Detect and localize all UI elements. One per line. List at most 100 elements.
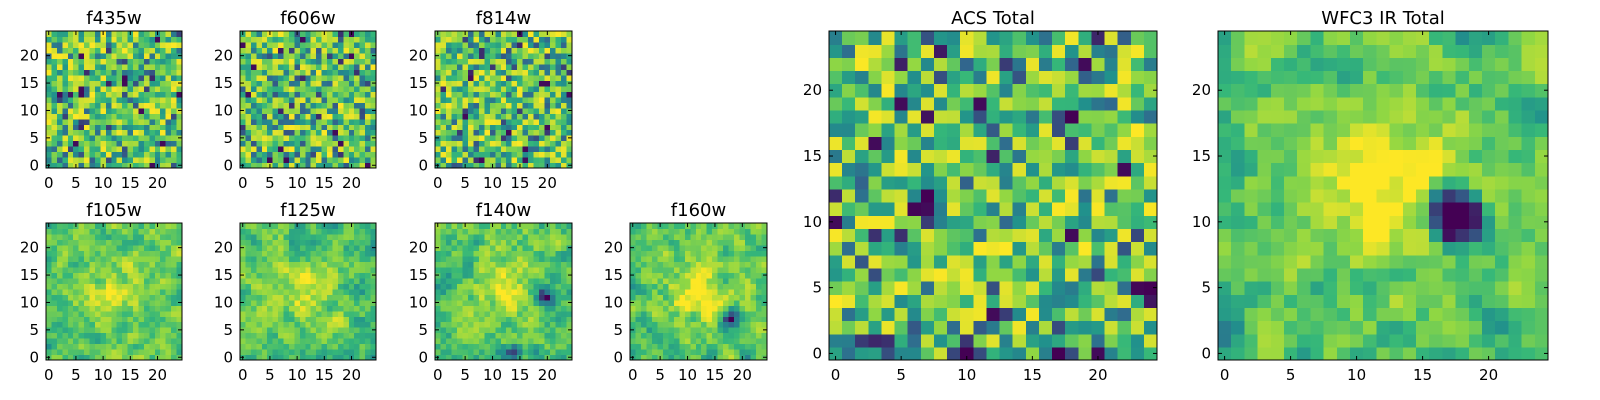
heatmap-cell [712, 233, 719, 241]
heatmap-cell [1091, 254, 1106, 269]
heatmap-cell [495, 343, 502, 350]
heatmap-cell [245, 113, 252, 120]
heatmap-cell [662, 261, 669, 268]
heatmap-cell [51, 74, 58, 81]
y-tick-label: 5 [418, 321, 428, 339]
heatmap-cell [440, 58, 447, 65]
heatmap-cell [544, 305, 551, 312]
heatmap-cell [445, 63, 453, 70]
heatmap-cell [723, 349, 730, 356]
heatmap-cell [143, 250, 150, 257]
heatmap-cell [462, 294, 469, 301]
heatmap-cell [506, 244, 513, 251]
heatmap-cell [267, 316, 274, 323]
heatmap-cell [451, 288, 458, 295]
heatmap-cell [138, 244, 145, 251]
heatmap-cell [278, 129, 285, 136]
heatmap-cell [495, 239, 502, 246]
heatmap-cell [522, 63, 529, 70]
heatmap-cell [73, 146, 80, 153]
heatmap-cell [999, 346, 1014, 361]
heatmap-cell [756, 321, 763, 328]
heatmap-cell [756, 343, 763, 350]
heatmap-cell [511, 299, 518, 306]
heatmap-cell [1052, 241, 1066, 256]
heatmap-cell [359, 277, 366, 284]
x-tick-label: 10 [483, 174, 502, 192]
heatmap-cell [473, 288, 480, 295]
heatmap-cell [756, 332, 763, 339]
heatmap-cell [78, 91, 85, 98]
heatmap-cell [111, 135, 118, 142]
heatmap-cell [78, 349, 85, 356]
heatmap-cell [250, 332, 257, 339]
heatmap-cell [240, 74, 247, 81]
heatmap-cell [288, 310, 295, 317]
heatmap-cell [473, 146, 480, 153]
heatmap-cell [171, 102, 178, 109]
heatmap-cell [310, 288, 317, 295]
heatmap-cell [299, 305, 306, 312]
heatmap-cell [116, 299, 123, 306]
heatmap-cell [354, 47, 361, 54]
heatmap-cell [133, 63, 140, 70]
heatmap-cell [359, 239, 366, 246]
heatmap-cell [920, 333, 935, 348]
heatmap-cell [712, 288, 719, 295]
heatmap-cell [690, 272, 697, 279]
heatmap-cell [640, 349, 648, 356]
heatmap-cell [272, 332, 279, 339]
heatmap-cell [517, 96, 524, 103]
heatmap-cell [555, 255, 562, 262]
heatmap-cell [522, 321, 529, 328]
heatmap-cell [84, 140, 91, 147]
heatmap-cell [165, 250, 172, 257]
heatmap-cell [506, 135, 513, 142]
heatmap-cell [343, 332, 350, 339]
heatmap-cell [56, 31, 63, 38]
heatmap-cell [566, 140, 573, 147]
heatmap-cell [149, 80, 156, 87]
heatmap-cell [533, 162, 540, 169]
heatmap-cell [348, 349, 355, 356]
heatmap-cell [881, 333, 896, 348]
heatmap-cell [495, 69, 502, 76]
heatmap-cell [143, 332, 150, 339]
heatmap-cell [462, 272, 469, 279]
heatmap-cell [354, 124, 361, 131]
heatmap-cell [337, 332, 344, 339]
heatmap-cell [138, 135, 145, 142]
heatmap-cell [717, 332, 724, 339]
heatmap-cell [467, 321, 474, 328]
heatmap-cell [495, 118, 502, 125]
heatmap-cell [261, 327, 268, 334]
heatmap-cell [701, 261, 708, 268]
heatmap-cell [484, 310, 491, 317]
heatmap-cell [278, 74, 285, 81]
heatmap-cell [122, 47, 129, 54]
heatmap-cell [868, 215, 883, 229]
heatmap-cell [511, 239, 518, 246]
heatmap-cell [712, 327, 719, 334]
heatmap-cell [62, 338, 69, 345]
heatmap-cell [657, 244, 664, 251]
heatmap-cell [160, 36, 167, 43]
heatmap-cell [116, 272, 123, 279]
heatmap-cell [250, 277, 257, 284]
heatmap-cell [500, 124, 507, 131]
heatmap-cell [154, 102, 161, 109]
heatmap-cell [539, 113, 546, 120]
heatmap-cell [370, 277, 377, 284]
heatmap-cell [456, 52, 463, 59]
heatmap-cell [657, 305, 664, 312]
heatmap-cell [354, 146, 361, 153]
heatmap-cell [127, 283, 134, 290]
heatmap-cell [321, 102, 328, 109]
heatmap-cell [94, 146, 101, 153]
heatmap-cell [143, 343, 150, 350]
heatmap-cell [84, 124, 91, 131]
heatmap-cell [750, 277, 757, 284]
heatmap-cell [240, 349, 247, 356]
heatmap-cell [321, 316, 328, 323]
heatmap-cell [555, 321, 562, 328]
